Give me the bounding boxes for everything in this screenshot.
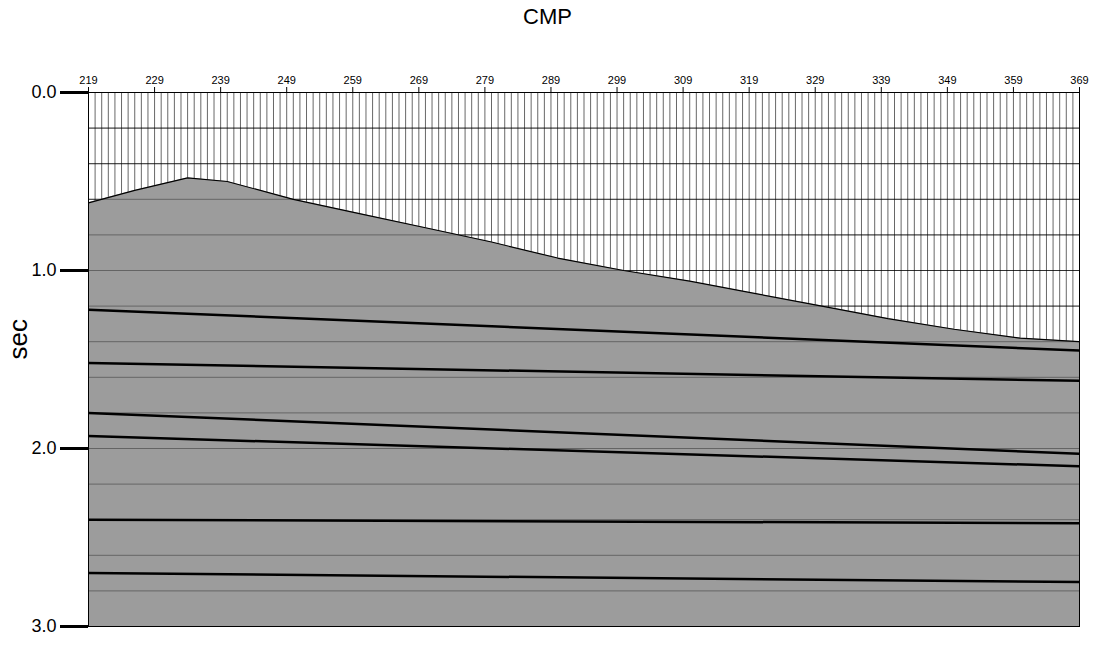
svg-text:229: 229 <box>145 74 163 86</box>
svg-text:1.0: 1.0 <box>31 260 56 280</box>
svg-text:339: 339 <box>872 74 890 86</box>
svg-text:279: 279 <box>476 74 494 86</box>
svg-text:319: 319 <box>740 74 758 86</box>
svg-text:3.0: 3.0 <box>31 616 56 636</box>
svg-text:359: 359 <box>1004 74 1022 86</box>
svg-text:219: 219 <box>79 74 97 86</box>
svg-text:0.0: 0.0 <box>31 82 56 102</box>
svg-text:2.0: 2.0 <box>31 438 56 458</box>
svg-text:259: 259 <box>344 74 362 86</box>
svg-text:349: 349 <box>938 74 956 86</box>
svg-text:269: 269 <box>410 74 428 86</box>
svg-text:299: 299 <box>608 74 626 86</box>
svg-text:239: 239 <box>211 74 229 86</box>
svg-text:369: 369 <box>1070 74 1088 86</box>
svg-text:289: 289 <box>542 74 560 86</box>
svg-text:sec: sec <box>3 319 33 359</box>
html-text:CMP: CMP <box>523 4 572 29</box>
svg-text:309: 309 <box>674 74 692 86</box>
svg-text:329: 329 <box>806 74 824 86</box>
svg-text:249: 249 <box>278 74 296 86</box>
